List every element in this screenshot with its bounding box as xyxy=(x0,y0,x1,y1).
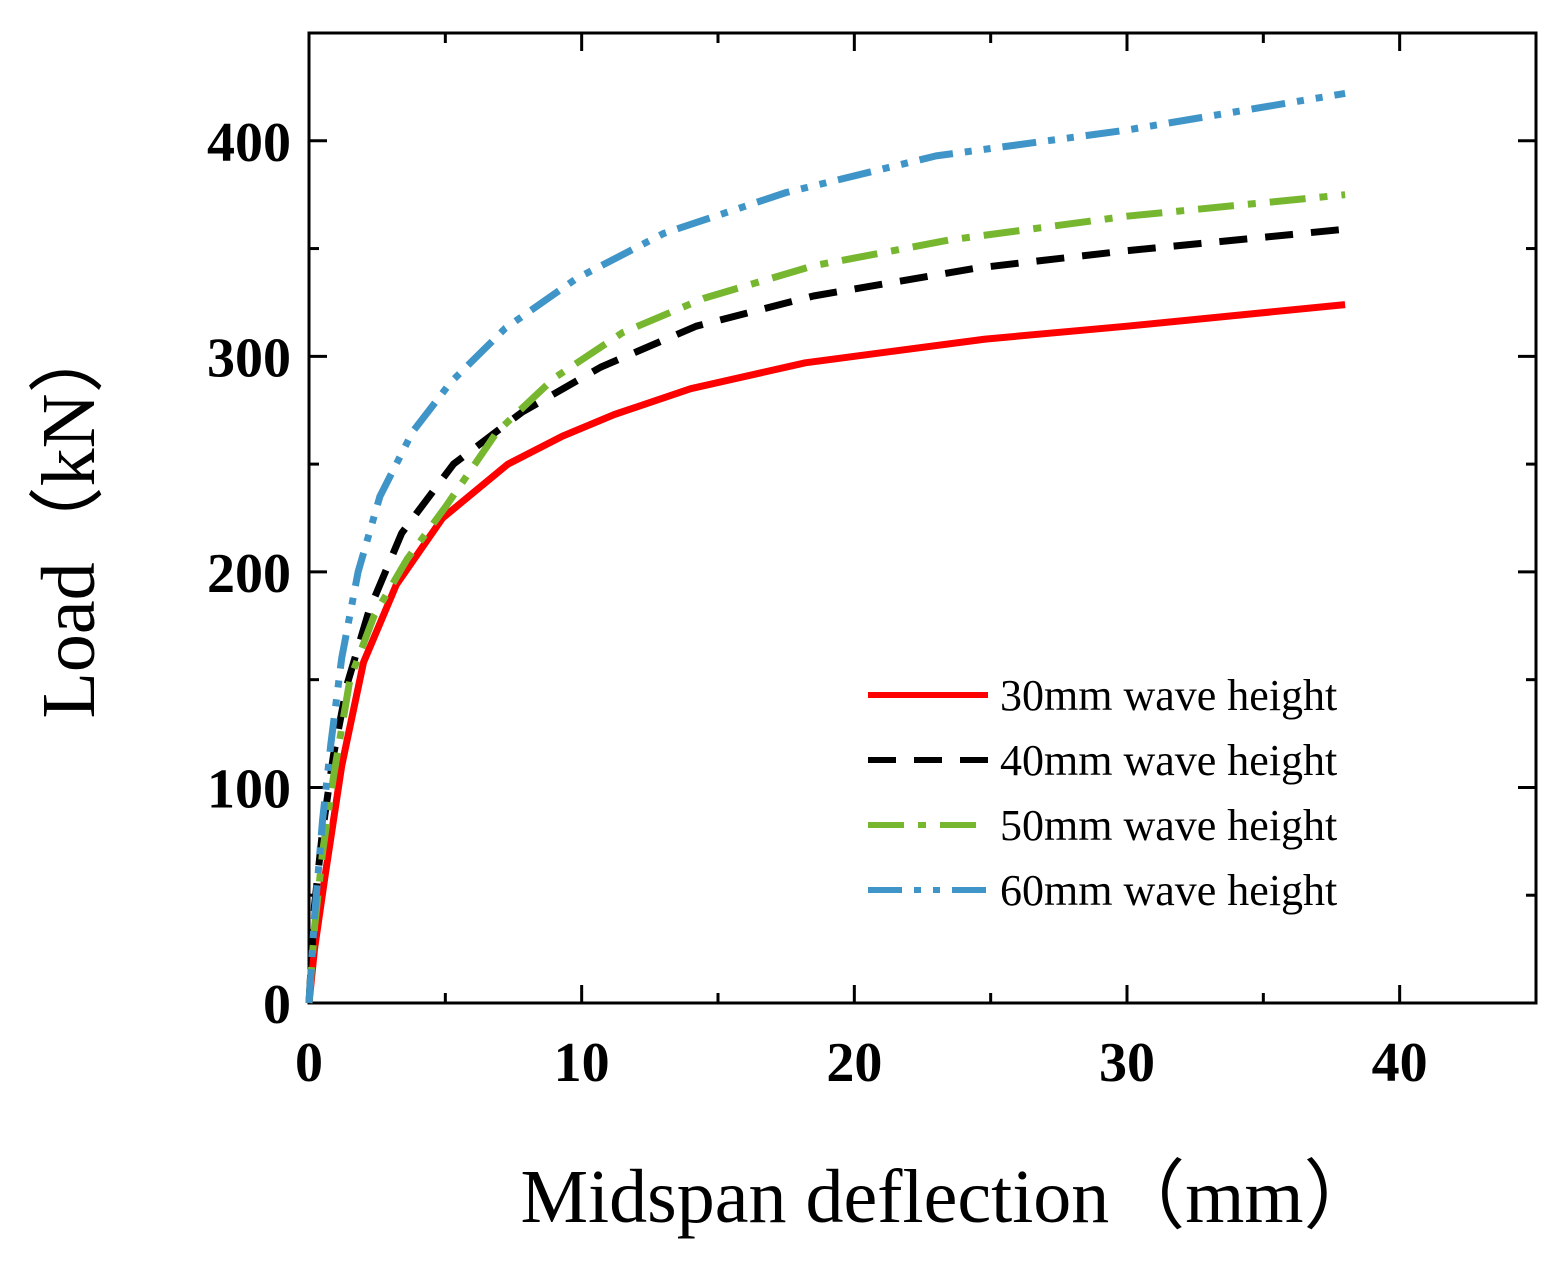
series-group xyxy=(305,89,1346,1004)
x-tick-label: 20 xyxy=(826,1032,882,1094)
legend-label-4: 60mm wave height xyxy=(1000,866,1337,915)
legend-label-1: 30mm wave height xyxy=(1000,671,1337,720)
y-tick-label: 400 xyxy=(207,112,291,174)
y-tick-label: 200 xyxy=(207,543,291,605)
y-tick-label: 0 xyxy=(263,974,291,1036)
y-axis-title: Load（kN） xyxy=(27,317,111,718)
y-tick-label: 300 xyxy=(207,327,291,389)
legend-label-3: 50mm wave height xyxy=(1000,801,1337,850)
legend-label-2: 40mm wave height xyxy=(1000,736,1337,785)
legend: 30mm wave height 40mm wave height 50mm wav… xyxy=(868,671,1337,915)
y-tick-label: 100 xyxy=(207,758,291,820)
series-line-1 xyxy=(305,301,1346,1004)
x-tick-label: 10 xyxy=(554,1032,610,1094)
x-tick-label: 30 xyxy=(1099,1032,1155,1094)
x-tick-label: 0 xyxy=(295,1032,323,1094)
x-axis-title: Midspan deflection（mm） xyxy=(520,1155,1379,1239)
x-tick-label: 40 xyxy=(1372,1032,1428,1094)
series-line-4 xyxy=(305,89,1346,1004)
axis-ticks xyxy=(307,31,1538,1005)
plot-frame xyxy=(307,31,1538,1005)
